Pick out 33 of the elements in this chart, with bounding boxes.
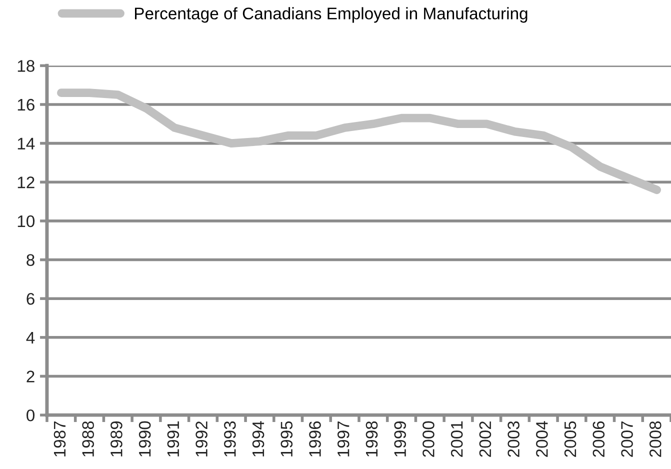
x-tick-label: 1988: [82, 421, 94, 456]
y-tick-label: 14: [18, 138, 35, 150]
y-tick-label: 4: [26, 332, 35, 344]
x-tick-label: 2000: [422, 421, 434, 457]
x-tick-label: 2002: [479, 421, 492, 457]
x-tick-label: 1990: [138, 421, 151, 456]
x-tick-label: 2006: [592, 421, 605, 457]
y-tick-label: 18: [18, 60, 34, 72]
x-tick-label: 2005: [564, 421, 576, 457]
x-tick-label: 2008: [649, 421, 662, 457]
x-tick-label: 1992: [196, 421, 208, 456]
x-tick-label: 2003: [508, 421, 520, 457]
x-tick-label: 1987: [54, 421, 66, 456]
x-tick-label: 2001: [450, 421, 463, 457]
x-tick-label: 1993: [224, 421, 236, 456]
x-tick-label: 1994: [252, 421, 264, 456]
x-tick-label: 1996: [309, 421, 321, 456]
x-tick-label: 2007: [621, 421, 633, 457]
x-tick-label: 1989: [110, 421, 122, 456]
x-tick-label: 1995: [280, 421, 293, 456]
y-tick-label: 16: [18, 98, 34, 111]
legend-label: Percentage of Canadians Employed in Manufacturing: [135, 7, 528, 23]
x-tick-label: 1998: [366, 421, 378, 456]
x-tick-label: 1991: [167, 421, 180, 456]
x-tick-label: 2004: [536, 421, 548, 457]
y-tick-label: 2: [26, 370, 34, 382]
y-tick-label: 8: [26, 254, 34, 266]
y-tick-label: 0: [26, 409, 35, 422]
y-tick-label: 6: [26, 293, 34, 305]
x-tick-label: 1997: [337, 421, 350, 456]
x-tick-label: 1999: [394, 421, 406, 456]
y-tick-label: 10: [18, 215, 35, 228]
y-tick-label: 12: [18, 176, 34, 188]
